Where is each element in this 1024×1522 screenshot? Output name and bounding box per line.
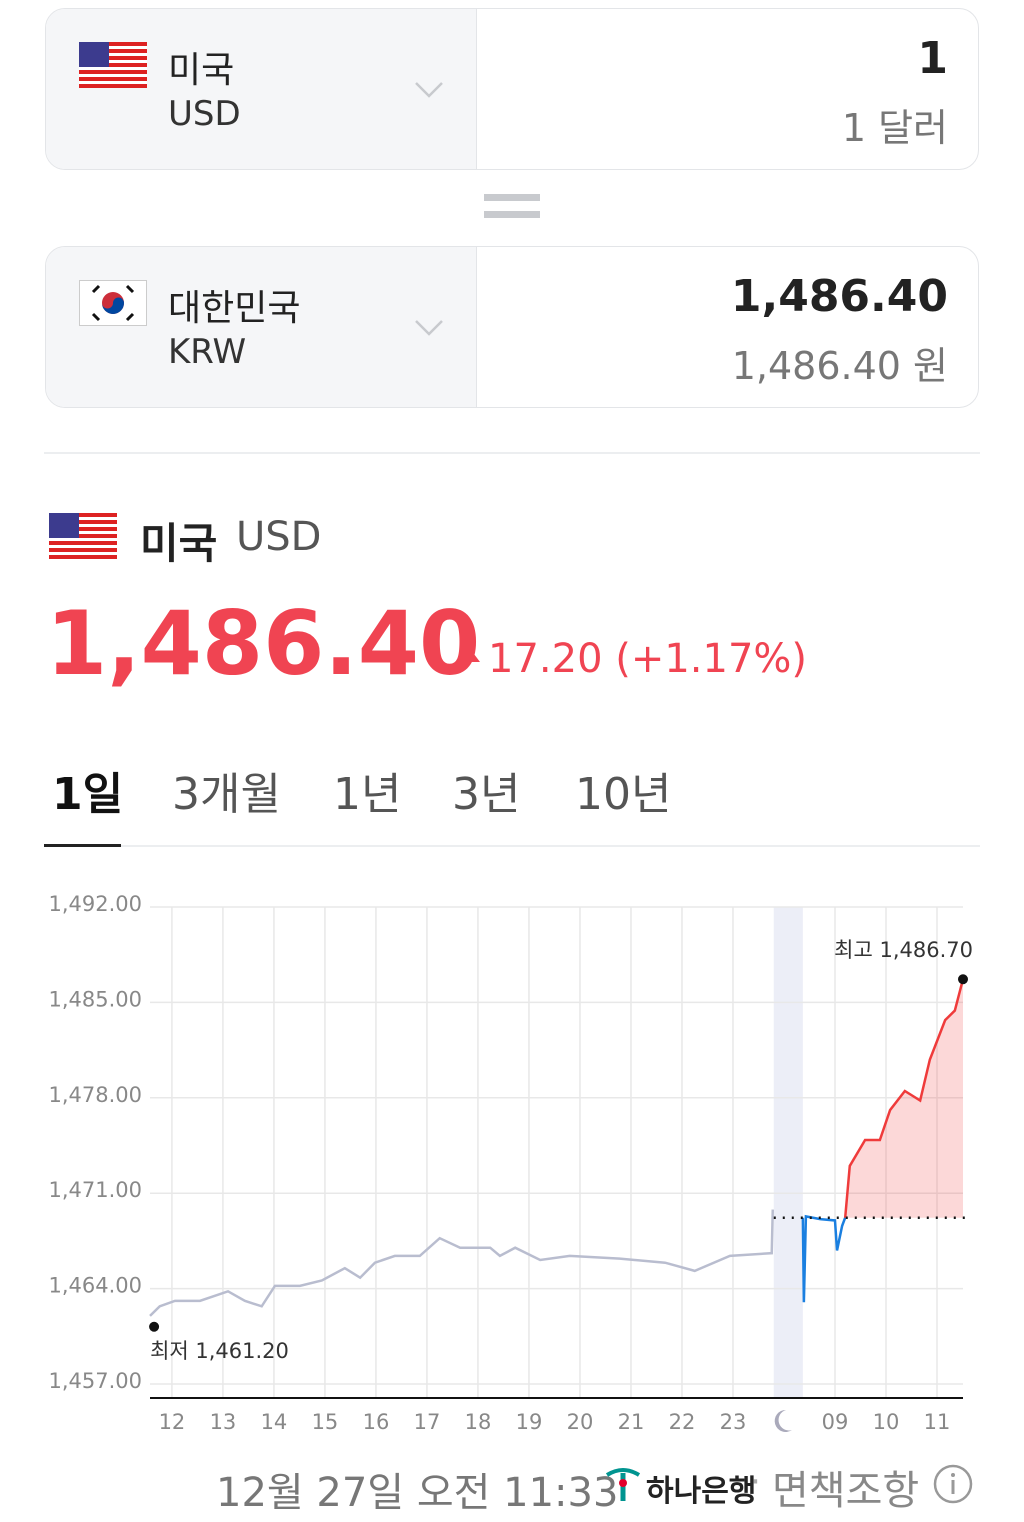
chart: 1,492.00 1,485.00 1,478.00 1,471.00 1,464.00… [48,892,973,1434]
period-tab[interactable]: 3년 [452,769,521,820]
x-tick-label: 19 [516,1410,543,1434]
info-icon[interactable] [932,1463,974,1505]
low-label: 최저 1,461.20 [150,1339,289,1363]
tab-indicator [44,844,121,847]
kr-flag [79,280,147,326]
price-line [801,1214,847,1303]
high-label: 최고 1,486.70 [834,938,973,962]
currency-code: KRW [168,332,247,372]
x-tick-label: 13 [210,1410,237,1434]
us-flag [79,42,147,88]
x-tick-label: 23 [720,1410,747,1434]
y-tick-label: 1,457.00 [48,1369,142,1393]
divider [44,452,980,454]
amount[interactable]: 1,486.40 [730,271,948,322]
x-tick-label: 15 [312,1410,339,1434]
x-tick-label: 21 [618,1410,645,1434]
amount[interactable]: 1 [917,33,948,84]
amount-text: 1 달러 [841,106,948,150]
bank-name: 하나은행 [646,1474,757,1509]
x-tick-label: 18 [465,1410,492,1434]
area [845,979,963,1218]
chevron [415,320,443,336]
x-tick-label: 17 [414,1410,441,1434]
up-arrow [462,650,480,662]
moon-icon [774,1409,792,1432]
tab-divider [44,845,980,847]
timestamp: 12월 27일 오전 11:33 [216,1470,619,1516]
currency-name: 미국 [168,50,235,91]
summary-code: USD [236,514,322,560]
x-tick-label: 22 [669,1410,696,1434]
x-tick-label: 11 [924,1410,951,1434]
chevron [415,82,443,98]
x-tick-label: 10 [873,1410,900,1434]
x-tick-label: 20 [567,1410,594,1434]
from-currency-box: 미국 USD 1 1 달러 [45,8,979,170]
bank-logo [605,1468,641,1501]
x-tick-label: 09 [822,1410,849,1434]
period-tab[interactable]: 1년 [333,769,402,820]
x-tick-label: 14 [261,1410,288,1434]
y-tick-label: 1,492.00 [48,892,142,916]
night-band [773,907,803,1398]
high-point [958,974,968,985]
summary-name: 미국 [140,519,218,568]
period-tab[interactable]: 1일 [52,769,124,820]
y-tick-label: 1,478.00 [48,1083,142,1107]
period-tab[interactable]: 3개월 [172,769,281,820]
x-tick-label: 16 [363,1410,390,1434]
to-selector[interactable] [46,247,477,407]
price: 1,486.40 [46,592,481,695]
y-tick-label: 1,471.00 [48,1178,142,1202]
disclaimer[interactable]: 면책조항 [772,1468,920,1514]
to-currency-box: 대한민국 KRW 1,486.40 1,486.40 원 [45,246,979,408]
low-point [149,1321,160,1332]
period-tab[interactable]: 10년 [575,769,672,820]
price-line [843,978,965,1218]
from-selector[interactable] [46,9,477,169]
us-flag [49,513,117,559]
amount-text: 1,486.40 원 [731,344,948,388]
separator-dot: · [750,1462,761,1502]
y-tick-label: 1,485.00 [48,987,142,1011]
equals-icon [484,194,540,218]
x-tick-label: 12 [159,1410,186,1434]
currency-code: USD [168,94,241,134]
price-line [149,1209,775,1317]
price-change: 17.20 (+1.17%) [488,636,808,682]
y-tick-label: 1,464.00 [48,1274,142,1298]
currency-name: 대한민국 [168,288,301,329]
